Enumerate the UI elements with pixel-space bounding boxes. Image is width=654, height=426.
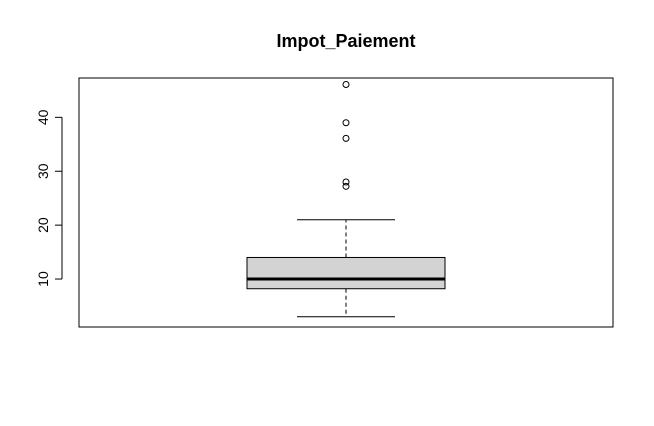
outlier-point xyxy=(342,178,350,186)
y-axis: 10 20 30 40 xyxy=(35,109,63,287)
chart-title: Impot_Paiement xyxy=(276,31,415,51)
outlier-point xyxy=(342,134,350,142)
y-tick-label: 40 xyxy=(35,109,51,125)
outlier-point xyxy=(342,182,350,190)
box-group xyxy=(246,80,446,318)
interquartile-box xyxy=(246,256,446,290)
plot-frame xyxy=(78,77,614,328)
outlier-point xyxy=(342,119,350,127)
y-tick-label: 20 xyxy=(35,217,51,233)
outlier-point xyxy=(342,80,350,88)
y-tick-label: 30 xyxy=(35,163,51,179)
y-tick-label: 10 xyxy=(35,271,51,287)
